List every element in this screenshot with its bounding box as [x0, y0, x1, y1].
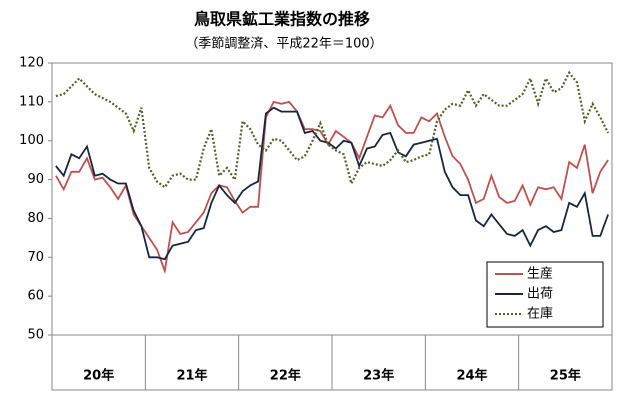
series-line — [55, 100, 609, 275]
y-tick-label: 80 — [27, 211, 44, 226]
legend-label: 出荷 — [527, 287, 553, 302]
x-tick-label: 20年 — [83, 368, 114, 384]
y-tick-label: 60 — [27, 289, 44, 304]
legend-label: 在庫 — [527, 307, 553, 322]
x-tick-label: 21年 — [176, 368, 207, 384]
y-tick-label: 70 — [27, 250, 44, 265]
chart-title: 鳥取県鉱工業指数の推移 — [194, 10, 370, 29]
y-tick-label: 110 — [19, 94, 44, 109]
y-tick-label: 100 — [19, 133, 44, 148]
series-line — [55, 106, 609, 261]
y-tick-label: 90 — [27, 172, 44, 187]
legend-label: 生産 — [527, 266, 553, 282]
x-tick-label: 24年 — [456, 368, 487, 384]
x-tick-label: 25年 — [550, 368, 581, 384]
y-tick-label: 50 — [27, 328, 44, 343]
y-tick-label: 120 — [19, 56, 44, 71]
x-tick-label: 22年 — [270, 368, 301, 384]
x-tick-label: 23年 — [363, 368, 394, 384]
chart-subtitle: （季節調整済、平成22年＝100） — [185, 36, 382, 52]
series-line — [55, 70, 610, 189]
